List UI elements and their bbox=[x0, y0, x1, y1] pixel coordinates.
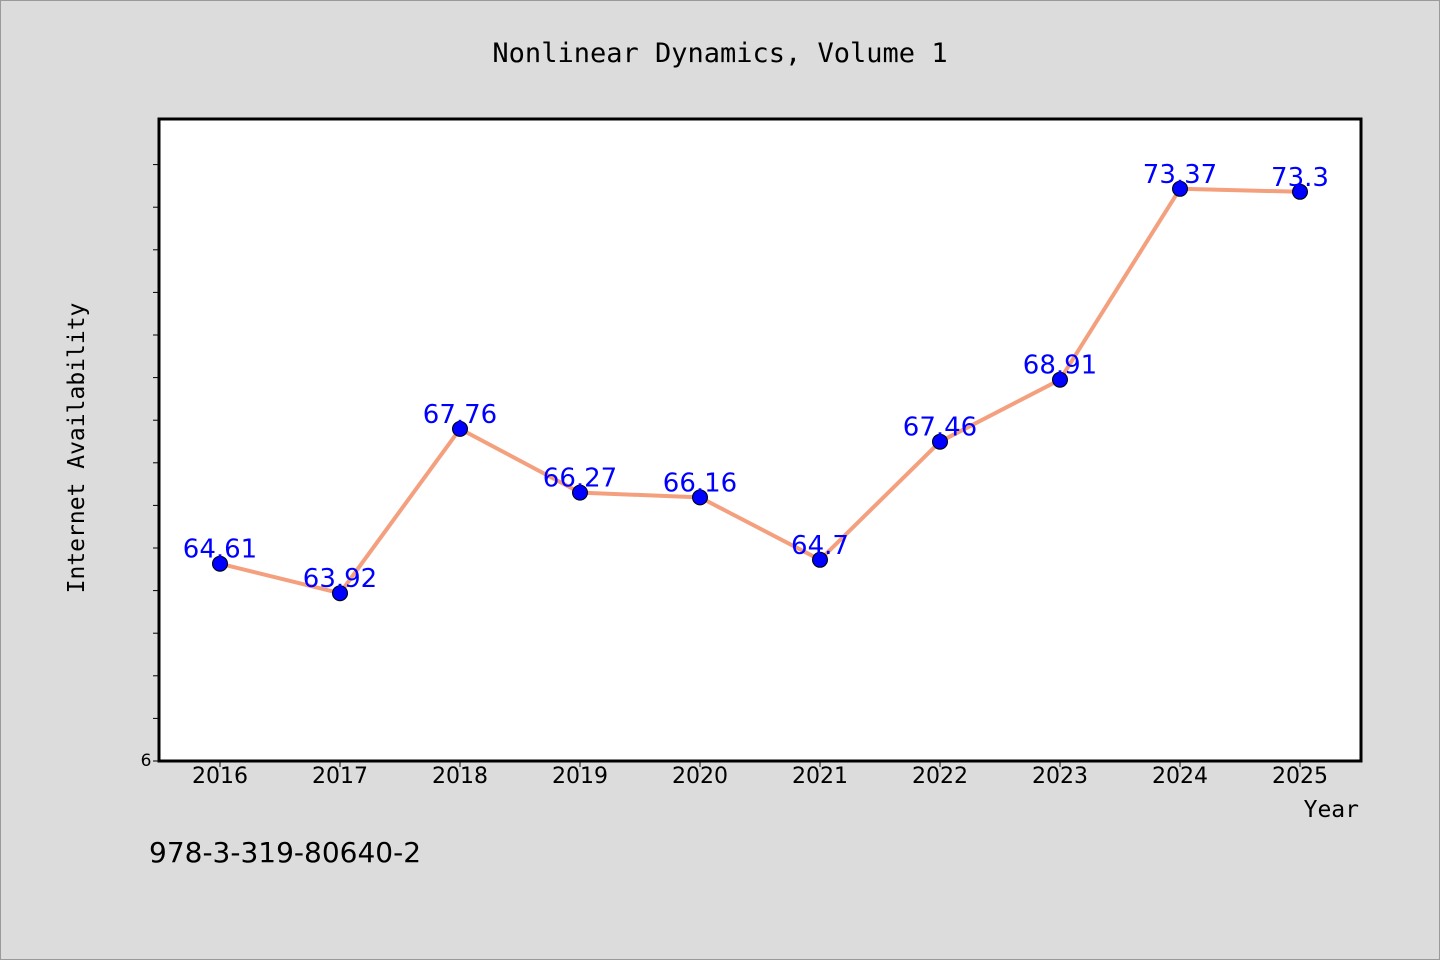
x-tick-label: 2023 bbox=[1032, 764, 1088, 789]
data-label: 66.27 bbox=[543, 464, 617, 494]
data-point-marker bbox=[932, 433, 948, 450]
data-point-marker bbox=[692, 489, 708, 506]
data-point-marker bbox=[212, 555, 228, 572]
x-axis-ticks bbox=[219, 761, 1301, 767]
data-label: 73.3 bbox=[1271, 163, 1329, 193]
series-data-labels: 64.61 63.92 67.76 66.27 66.16 64.7 67.46 68.91 7… bbox=[183, 160, 1329, 594]
x-tick-label: 2018 bbox=[432, 764, 488, 789]
data-point-marker bbox=[812, 551, 828, 568]
data-point-marker bbox=[1172, 180, 1188, 197]
data-label: 67.76 bbox=[423, 400, 497, 430]
y-axis-ticks bbox=[153, 164, 159, 762]
y-axis-title: Internet Availability bbox=[64, 303, 90, 594]
y-tick-label: 6 bbox=[141, 751, 152, 771]
data-label: 73.37 bbox=[1143, 160, 1217, 190]
data-point-marker bbox=[572, 484, 588, 501]
x-tick-label: 2020 bbox=[672, 764, 728, 789]
x-tick-label: 2025 bbox=[1272, 764, 1328, 789]
x-tick-label: 2016 bbox=[192, 764, 248, 789]
x-tick-label: 2022 bbox=[912, 764, 968, 789]
data-point-marker bbox=[1292, 183, 1308, 200]
data-point-marker bbox=[452, 420, 468, 437]
data-label: 64.61 bbox=[183, 535, 257, 565]
x-axis-title: Year bbox=[1304, 797, 1359, 823]
data-label: 63.92 bbox=[303, 564, 377, 594]
series-line bbox=[218, 186, 1302, 596]
series-points-group bbox=[212, 180, 1308, 602]
data-point-marker bbox=[332, 585, 348, 602]
isbn-text: 978-3-319-80640-2 bbox=[149, 836, 421, 869]
series-line-group bbox=[218, 186, 1302, 596]
x-tick-label: 2021 bbox=[792, 764, 848, 789]
plot-area bbox=[157, 117, 1363, 763]
data-label: 68.91 bbox=[1023, 351, 1097, 381]
data-label: 66.16 bbox=[663, 468, 737, 498]
x-tick-labels: 2016 2017 2018 2019 2020 2021 2022 2023 2024 2025 bbox=[192, 764, 1328, 789]
chart-title: Nonlinear Dynamics, Volume 1 bbox=[492, 38, 947, 69]
x-tick-label: 2017 bbox=[312, 764, 368, 789]
x-tick-label: 2024 bbox=[1152, 764, 1208, 789]
data-label: 64.7 bbox=[791, 531, 849, 561]
data-point-marker bbox=[1052, 371, 1068, 388]
data-label: 67.46 bbox=[903, 413, 977, 443]
x-tick-label: 2019 bbox=[552, 764, 608, 789]
